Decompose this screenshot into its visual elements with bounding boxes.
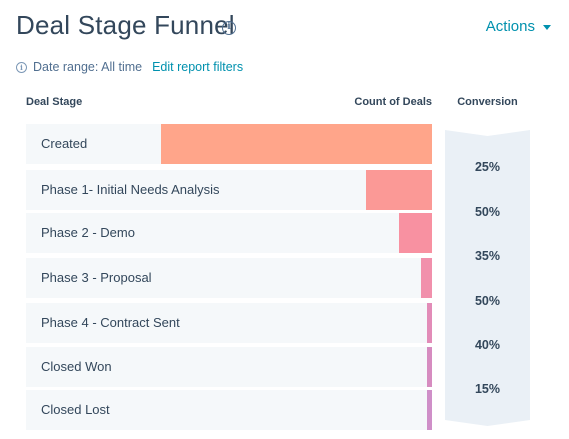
page-title: Deal Stage Funnel xyxy=(16,10,235,40)
info-icon[interactable]: i xyxy=(222,21,236,35)
funnel-row[interactable]: Phase 4 - Contract Sent xyxy=(26,303,432,343)
count-bar[interactable] xyxy=(161,124,432,164)
count-bar[interactable] xyxy=(427,303,432,343)
funnel-row[interactable]: Phase 2 - Demo xyxy=(26,213,432,253)
conversion-value: 25% xyxy=(474,160,501,174)
conversion-value: 50% xyxy=(474,293,501,308)
date-range-label: Date range: All time xyxy=(33,60,143,74)
count-bar[interactable] xyxy=(399,213,432,253)
column-header-conversion: Conversion xyxy=(457,96,518,108)
conversion-value: 35% xyxy=(474,248,501,263)
count-bar[interactable] xyxy=(365,170,432,210)
report-filters: i Date range: All time Edit report filters xyxy=(16,58,243,76)
count-bar[interactable] xyxy=(427,390,432,430)
conversion-arrow-shape xyxy=(445,353,530,426)
stage-label: Created xyxy=(41,136,88,151)
funnel-row[interactable]: Closed Lost xyxy=(26,390,432,430)
funnel-row[interactable]: Created xyxy=(26,124,432,164)
column-header-deal-stage: Deal Stage xyxy=(26,96,83,108)
info-icon: i xyxy=(16,62,27,74)
stage-label: Closed Won xyxy=(41,359,112,374)
count-bar[interactable] xyxy=(421,258,432,298)
stage-label: Phase 3 - Proposal xyxy=(41,270,152,285)
actions-label: Actions xyxy=(485,18,535,35)
column-header-count-of-deals: Count of Deals xyxy=(354,96,432,108)
stage-label: Phase 1- Initial Needs Analysis xyxy=(41,182,220,197)
funnel-row[interactable]: Closed Won xyxy=(26,347,432,387)
conversion-value: 40% xyxy=(474,338,501,352)
stage-label: Phase 2 - Demo xyxy=(41,225,135,240)
edit-report-filters-link[interactable]: Edit report filters xyxy=(152,60,244,74)
conversion-value: 50% xyxy=(474,204,501,219)
stage-label: Phase 4 - Contract Sent xyxy=(41,315,180,330)
chevron-down-icon xyxy=(543,24,551,30)
count-bar[interactable] xyxy=(427,347,432,387)
funnel-row[interactable]: Phase 1- Initial Needs Analysis xyxy=(26,170,432,210)
stage-label: Closed Lost xyxy=(41,402,110,417)
conversion-value: 15% xyxy=(474,381,501,396)
conversion-arrow: 15% xyxy=(445,353,530,426)
conversion-arrow-fill xyxy=(445,353,530,426)
actions-dropdown[interactable]: Actions xyxy=(486,18,551,35)
funnel-row[interactable]: Phase 3 - Proposal xyxy=(26,258,432,298)
